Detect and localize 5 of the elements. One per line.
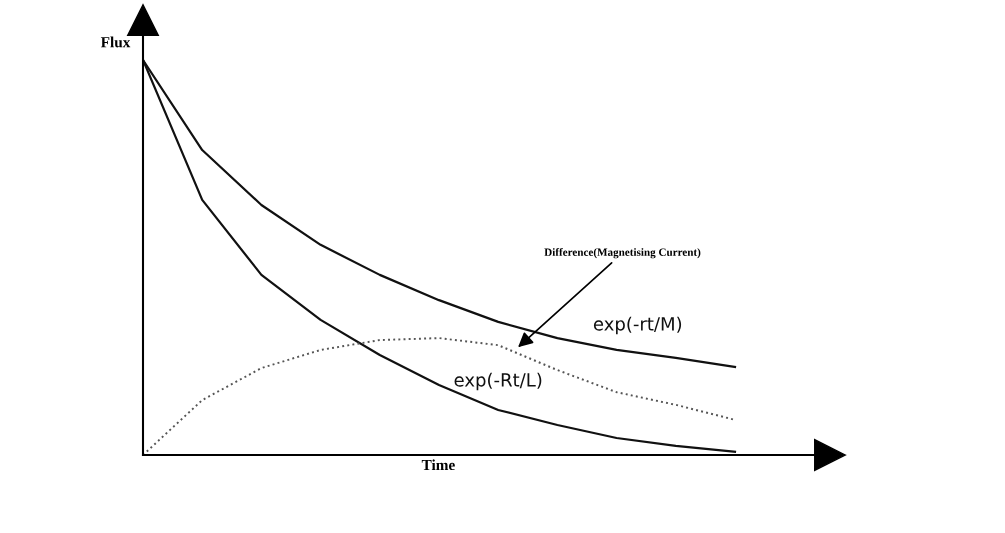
series-label: exp(-Rt/L) — [454, 372, 542, 391]
x-axis-title: Time — [421, 459, 455, 471]
text: Difference(Magnetising Current) — [544, 248, 701, 259]
series-label: exp(-rt/M) — [593, 316, 682, 335]
y-axis-title: Flux — [100, 36, 131, 48]
